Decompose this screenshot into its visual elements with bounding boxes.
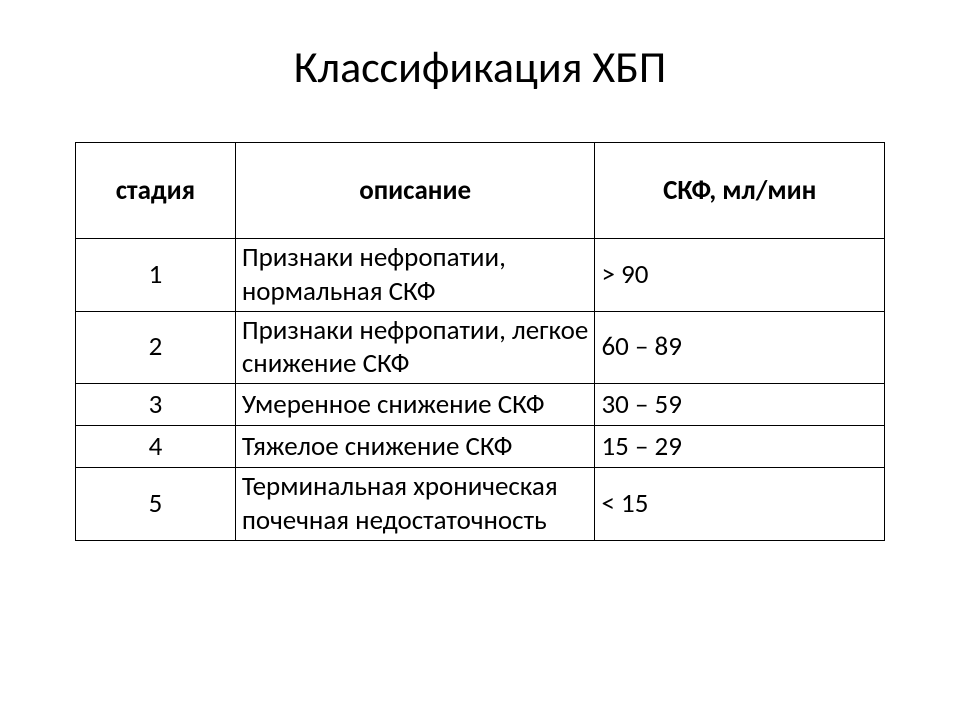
table-row: 3 Умеренное снижение СКФ 30 – 59: [76, 384, 885, 426]
cell-stage: 1: [76, 239, 236, 312]
cell-stage: 4: [76, 426, 236, 468]
cell-skf: < 15: [595, 468, 885, 541]
page-title: Классификация ХБП: [60, 40, 900, 94]
table-row: 4 Тяжелое снижение СКФ 15 – 29: [76, 426, 885, 468]
classification-table: стадия описание СКФ, мл/мин 1 Признаки н…: [75, 142, 885, 541]
cell-description: Тяжелое снижение СКФ: [235, 426, 595, 468]
table-row: 1 Признаки нефропатии, нормальная СКФ > …: [76, 239, 885, 312]
header-stage: стадия: [76, 143, 236, 239]
cell-stage: 3: [76, 384, 236, 426]
cell-skf: 30 – 59: [595, 384, 885, 426]
slide-container: Классификация ХБП стадия описание СКФ, м…: [0, 0, 960, 581]
cell-stage: 2: [76, 311, 236, 384]
cell-skf: > 90: [595, 239, 885, 312]
cell-description: Терминальная хроническая почечная недост…: [235, 468, 595, 541]
table-row: 5 Терминальная хроническая почечная недо…: [76, 468, 885, 541]
cell-skf: 15 – 29: [595, 426, 885, 468]
header-description: описание: [235, 143, 595, 239]
table-header-row: стадия описание СКФ, мл/мин: [76, 143, 885, 239]
cell-skf: 60 – 89: [595, 311, 885, 384]
cell-stage: 5: [76, 468, 236, 541]
cell-description: Умеренное снижение СКФ: [235, 384, 595, 426]
table-row: 2 Признаки нефропатии, легкое снижение С…: [76, 311, 885, 384]
cell-description: Признаки нефропатии, нормальная СКФ: [235, 239, 595, 312]
header-skf: СКФ, мл/мин: [595, 143, 885, 239]
cell-description: Признаки нефропатии, легкое снижение СКФ: [235, 311, 595, 384]
